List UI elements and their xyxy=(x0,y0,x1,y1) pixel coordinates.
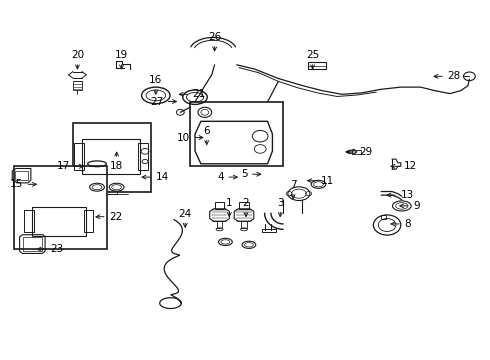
Bar xyxy=(74,143,84,170)
Bar xyxy=(381,215,386,219)
Text: 23: 23 xyxy=(50,244,64,254)
Bar xyxy=(241,221,247,228)
Text: 2: 2 xyxy=(243,198,249,208)
Bar xyxy=(32,207,86,236)
Text: 13: 13 xyxy=(400,190,414,200)
Bar xyxy=(73,123,151,192)
Text: 6: 6 xyxy=(203,126,210,136)
Bar xyxy=(352,150,361,154)
Text: 19: 19 xyxy=(115,50,128,60)
Text: 16: 16 xyxy=(149,75,163,85)
Text: 9: 9 xyxy=(413,201,420,211)
Text: 15: 15 xyxy=(10,179,23,189)
Bar xyxy=(82,139,140,174)
Text: 11: 11 xyxy=(321,176,334,186)
Bar xyxy=(190,102,283,166)
Text: 12: 12 xyxy=(404,161,417,171)
Text: 25: 25 xyxy=(306,50,319,60)
Text: 18: 18 xyxy=(110,161,123,171)
Text: 29: 29 xyxy=(359,147,372,157)
Text: 8: 8 xyxy=(404,219,411,229)
Text: 27: 27 xyxy=(150,96,163,107)
Bar xyxy=(73,81,82,90)
Bar xyxy=(215,202,224,209)
Bar xyxy=(14,166,107,249)
Bar xyxy=(23,237,42,251)
Text: 3: 3 xyxy=(277,198,284,208)
Text: 7: 7 xyxy=(290,180,296,190)
Text: 22: 22 xyxy=(109,212,122,222)
Text: 4: 4 xyxy=(217,172,224,182)
Bar xyxy=(308,62,326,69)
Bar xyxy=(15,171,28,180)
Bar xyxy=(239,202,249,209)
Text: 10: 10 xyxy=(176,132,190,143)
Bar xyxy=(138,143,148,170)
Text: 24: 24 xyxy=(178,208,192,219)
Bar xyxy=(262,229,276,232)
Text: 14: 14 xyxy=(155,172,169,182)
Text: 17: 17 xyxy=(57,161,70,171)
Text: 5: 5 xyxy=(241,169,247,179)
Text: 1: 1 xyxy=(226,198,233,208)
Text: 26: 26 xyxy=(208,32,221,42)
Text: 20: 20 xyxy=(71,50,84,60)
Text: 21: 21 xyxy=(193,89,206,99)
Bar xyxy=(84,210,93,232)
Bar xyxy=(24,210,34,232)
Bar xyxy=(217,221,222,228)
Text: 28: 28 xyxy=(447,71,461,81)
